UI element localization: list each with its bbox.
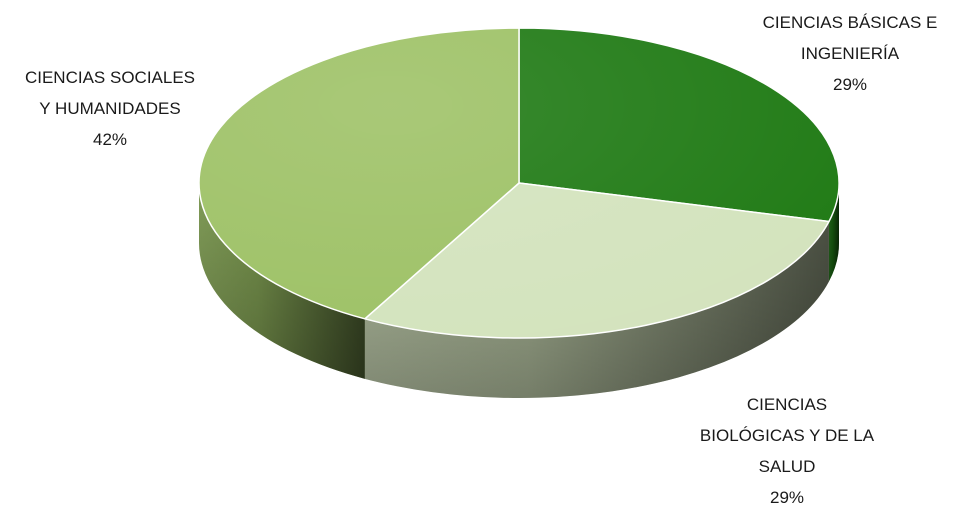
pie-side-vshade-1-0 bbox=[364, 221, 829, 398]
pie-category-label-1-2: SALUD bbox=[759, 457, 816, 476]
pie-label-1: CIENCIAS BIOLÓGICAS Y DE LA SALUD 29% bbox=[700, 395, 875, 507]
pie-tops bbox=[198, 27, 840, 339]
pie-category-label-2-1: Y HUMANIDADES bbox=[39, 99, 180, 118]
pie-side-vshade-0-0 bbox=[828, 183, 839, 282]
pie-category-label-0-1: INGENIERÍA bbox=[801, 44, 900, 63]
pie-sides bbox=[199, 183, 839, 398]
pie-labels: CIENCIAS BÁSICAS E INGENIERÍA 29% CIENCIAS B… bbox=[25, 13, 937, 507]
pie-value-label-1: 29% bbox=[770, 488, 804, 507]
pie-category-label-2-0: CIENCIAS SOCIALES bbox=[25, 68, 195, 87]
pie-label-2: CIENCIAS SOCIALES Y HUMANIDADES 42% bbox=[25, 68, 195, 149]
pie-category-label-0-0: CIENCIAS BÁSICAS E bbox=[763, 13, 938, 32]
pie-value-label-2: 42% bbox=[93, 130, 127, 149]
pie-top-sheen bbox=[199, 28, 839, 338]
pie-value-label-0: 29% bbox=[833, 75, 867, 94]
pie-category-label-1-0: CIENCIAS bbox=[747, 395, 827, 414]
pie-category-label-1-1: BIOLÓGICAS Y DE LA bbox=[700, 426, 875, 445]
pie-side-vshade-2-0 bbox=[199, 183, 365, 379]
pie-label-0: CIENCIAS BÁSICAS E INGENIERÍA 29% bbox=[763, 13, 938, 94]
